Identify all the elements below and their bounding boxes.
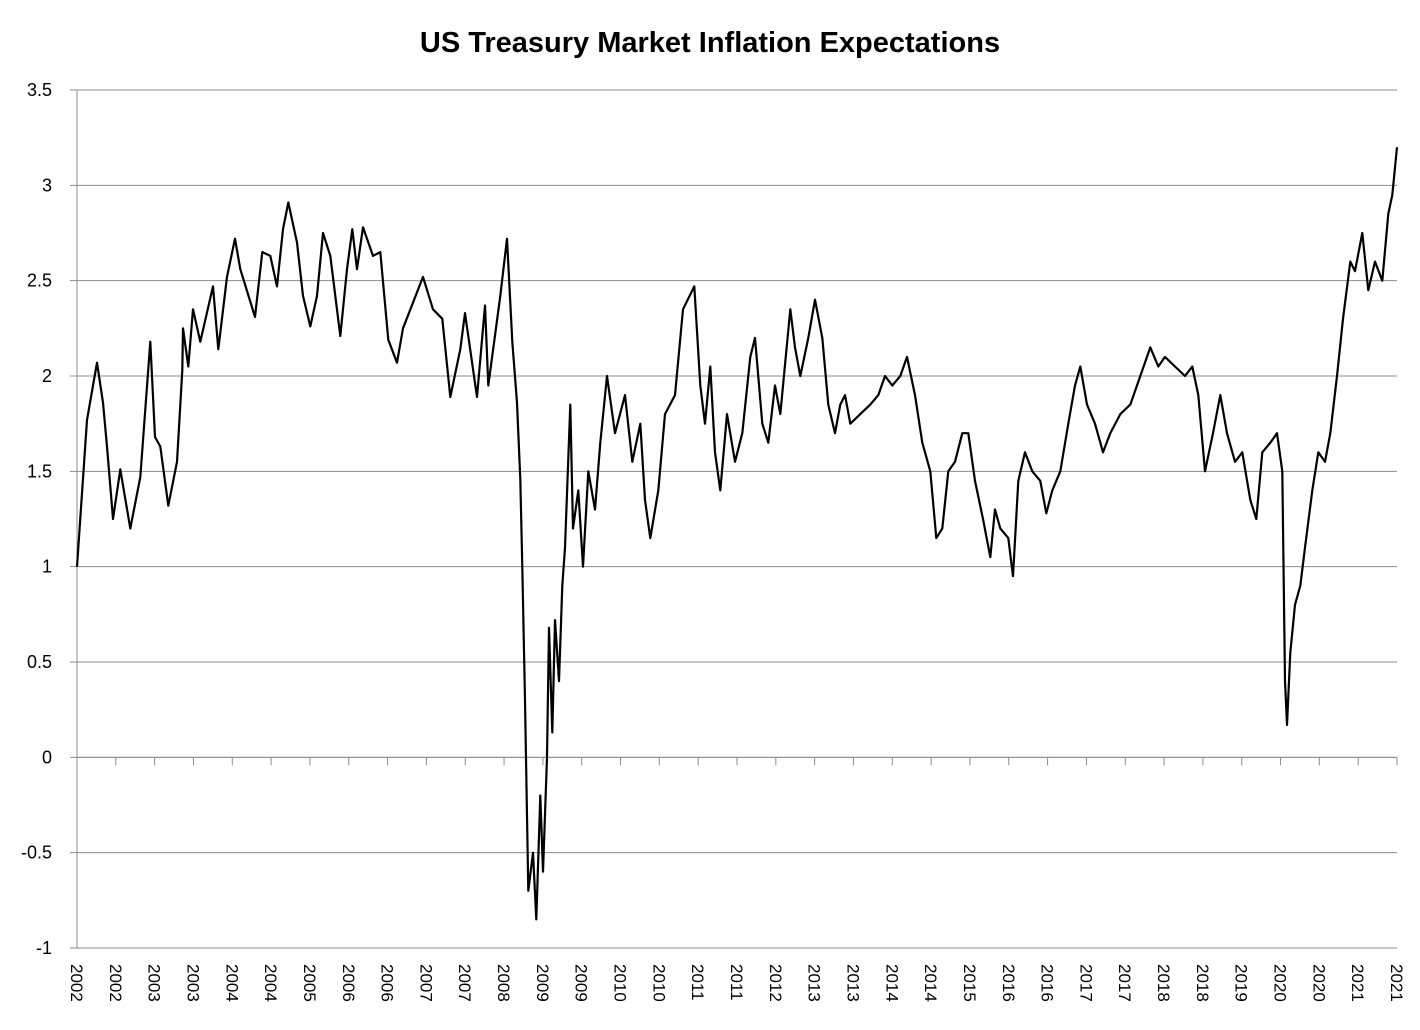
x-tick-label: 2008 [494,964,513,1002]
x-tick-label: 2020 [1309,964,1328,1002]
x-tick-label: 2020 [1271,964,1290,1002]
y-tick-label: 1.5 [27,461,52,481]
x-tick-label: 2012 [766,964,785,1002]
y-tick-label: 3.5 [27,80,52,100]
x-tick-label: 2007 [455,964,474,1002]
y-tick-label: 0 [42,747,52,767]
chart-title: US Treasury Market Inflation Expectation… [420,27,1000,59]
x-tick-label: 2006 [339,964,358,1002]
x-tick-label: 2016 [999,964,1018,1002]
x-tick-label: 2016 [1038,964,1057,1002]
x-tick-label: 2011 [688,964,707,1001]
x-tick-label: 2002 [106,964,125,1002]
x-tick-label: 2006 [378,964,397,1002]
x-tick-label: 2018 [1193,964,1212,1002]
y-tick-label: -1 [36,938,52,958]
x-tick-label: 2019 [1232,964,1251,1002]
x-tick-label: 2015 [960,964,979,1002]
x-tick-label: 2005 [300,964,319,1002]
y-tick-label: 2.5 [27,271,52,291]
y-tick-label: 1 [42,557,52,577]
x-tick-label: 2004 [222,964,241,1002]
x-tick-label: 2021 [1348,964,1367,1002]
y-tick-label: -0.5 [21,843,52,863]
x-tick-label: 2009 [572,964,591,1002]
x-tick-label: 2021 [1387,964,1406,1002]
x-tick-label: 2014 [882,964,901,1002]
y-axis-ticks: 3.5 3 2.5 2 1.5 1 0.5 0 -0.5 -1 [21,80,52,958]
y-tick-label: 0.5 [27,652,52,672]
x-tick-label: 2017 [1076,964,1095,1002]
x-tick-label: 2013 [805,964,824,1002]
y-tick-label: 3 [42,175,52,195]
x-tick-label: 2011 [727,964,746,1001]
y-tick-label: 2 [42,366,52,386]
x-tick-label: 2007 [416,964,435,1002]
x-tick-label: 2004 [261,964,280,1002]
x-tick-label: 2013 [843,964,862,1002]
x-tick-label: 2003 [183,964,202,1002]
gridlines [70,89,1397,949]
x-tick-label: 2009 [533,964,552,1002]
x-tick-label: 2017 [1115,964,1134,1002]
x-tick-label: 2018 [1154,964,1173,1002]
x-axis: 2002 2002 2003 2003 2004 2004 2005 2006 2006 2007… [67,756,1406,1002]
x-tick-label: 2002 [67,964,86,1002]
series-line [75,147,1399,921]
x-tick-label: 2010 [611,964,630,1002]
x-tick-label: 2014 [921,964,940,1002]
x-tick-label: 2010 [649,964,668,1002]
x-tick-label: 2003 [145,964,164,1002]
